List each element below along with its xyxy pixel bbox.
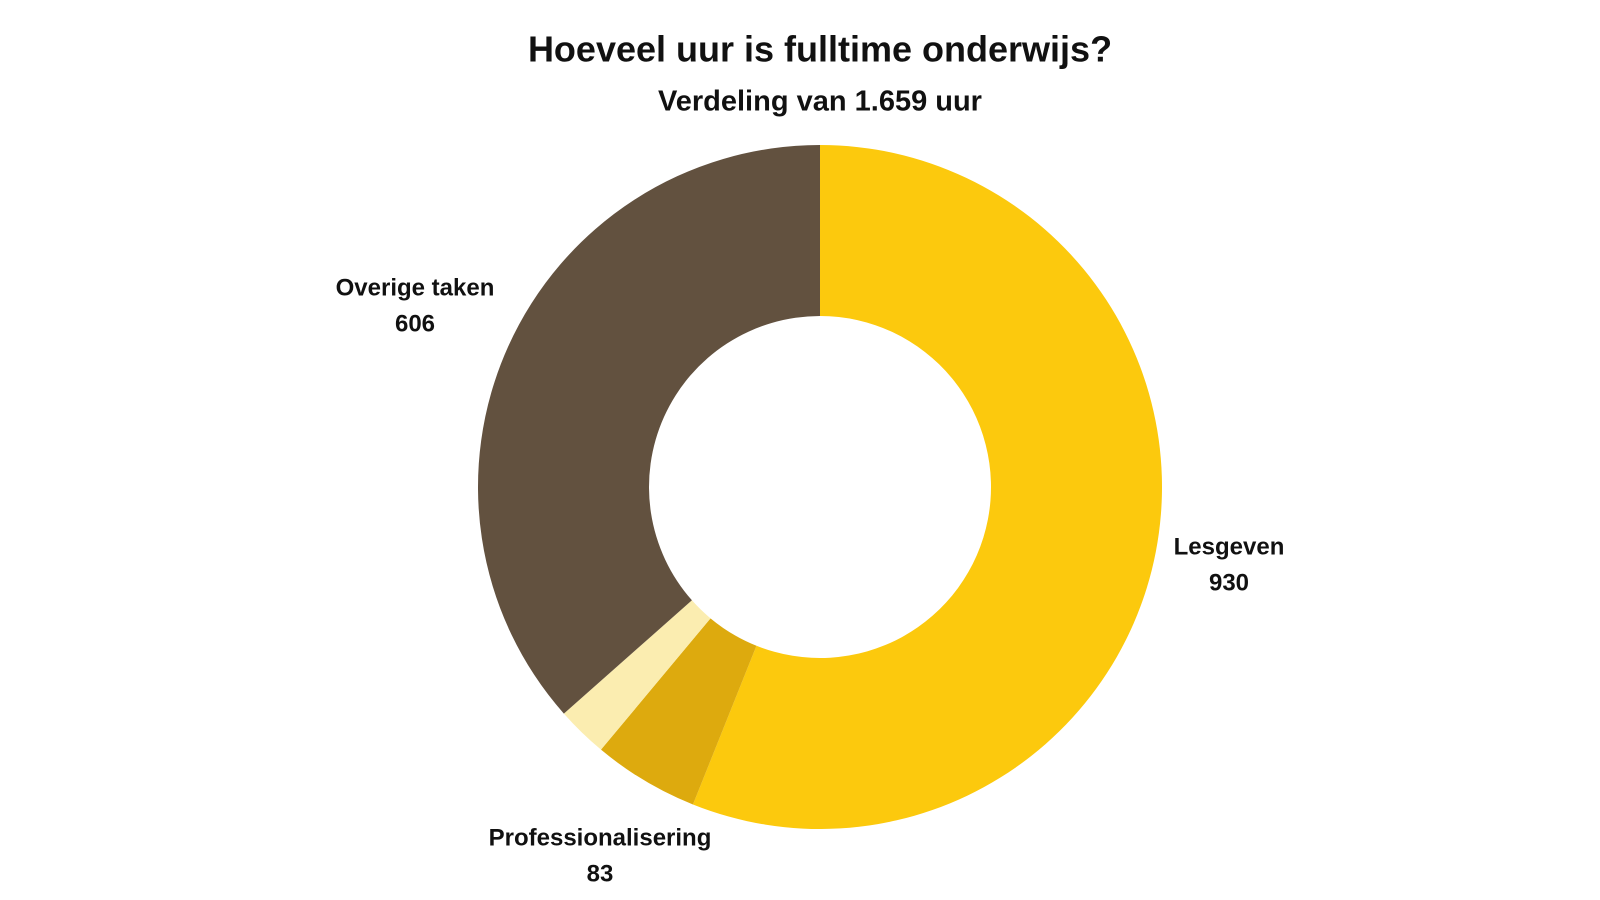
chart-title: Hoeveel uur is fulltime onderwijs? <box>528 29 1112 70</box>
slice-label: Lesgeven <box>1174 533 1285 560</box>
slice-value: 930 <box>1209 569 1249 596</box>
chart-subtitle: Verdeling van 1.659 uur <box>658 86 982 118</box>
donut-slice <box>477 145 820 714</box>
donut-slice <box>563 600 711 750</box>
slice-value: 83 <box>587 860 614 887</box>
slice-label: Overige taken <box>336 274 495 301</box>
slice-label: Professionalisering <box>489 824 712 851</box>
donut-slice <box>600 618 757 805</box>
donut-slice <box>692 145 1163 829</box>
slice-value: 606 <box>395 310 435 337</box>
